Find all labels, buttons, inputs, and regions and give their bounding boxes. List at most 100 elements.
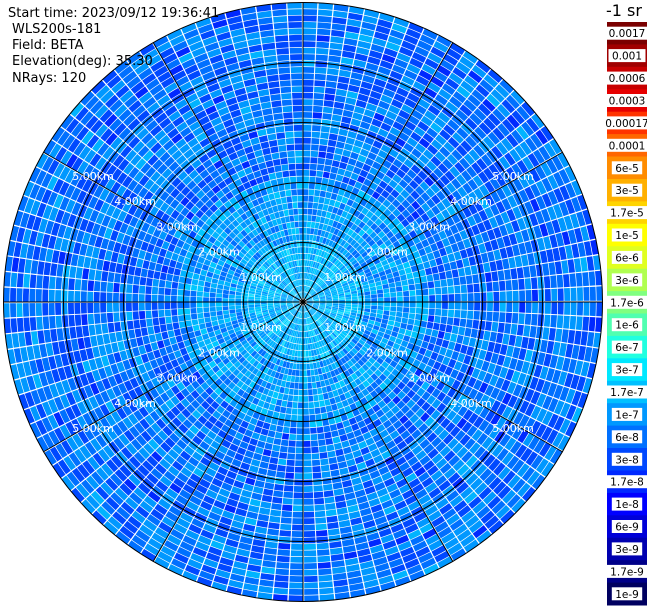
field-cell <box>81 314 88 326</box>
field-cell <box>382 226 391 235</box>
field-cell <box>308 389 313 396</box>
field-cell <box>74 302 81 314</box>
field-cell <box>37 261 45 275</box>
field-cell <box>319 304 326 307</box>
field-cell <box>261 566 275 575</box>
field-cell <box>462 182 473 194</box>
field-cell <box>386 231 394 239</box>
field-cell <box>360 356 368 364</box>
field-cell <box>456 240 466 251</box>
field-cell <box>388 148 399 158</box>
field-cell <box>501 137 514 152</box>
field-cell <box>317 22 332 30</box>
field-cell <box>329 273 336 280</box>
field-cell <box>453 277 460 286</box>
field-cell <box>457 405 468 417</box>
field-cell <box>420 115 433 127</box>
field-cell <box>416 387 426 397</box>
field-cell <box>324 321 330 327</box>
field-cell <box>465 515 480 528</box>
field-cell <box>495 259 504 271</box>
field-cell <box>402 174 413 184</box>
field-cell <box>460 344 468 355</box>
field-cell <box>334 328 341 335</box>
field-cell <box>329 285 336 290</box>
field-cell <box>70 254 79 267</box>
field-cell <box>442 485 455 497</box>
field-cell <box>574 330 582 345</box>
field-cell <box>529 168 541 183</box>
field-cell <box>10 272 18 287</box>
field-cell <box>332 572 347 581</box>
field-cell <box>132 311 139 320</box>
field-cell <box>398 250 406 259</box>
field-cell <box>287 395 294 402</box>
field-cell <box>368 357 376 365</box>
field-cell <box>557 152 570 168</box>
field-cell <box>222 293 229 299</box>
field-cell <box>164 288 171 296</box>
field-cell <box>165 345 174 354</box>
field-cell <box>428 510 442 522</box>
field-cell <box>365 326 373 332</box>
field-cell <box>464 491 478 504</box>
field-cell <box>306 357 310 364</box>
field-cell <box>375 185 384 195</box>
field-cell <box>328 284 335 289</box>
field-cell <box>388 179 398 189</box>
field-cell <box>303 357 307 364</box>
field-cell <box>396 87 409 98</box>
field-cell <box>339 277 346 283</box>
field-cell <box>426 432 438 443</box>
field-cell <box>338 323 345 329</box>
field-cell <box>128 265 136 276</box>
field-cell <box>434 475 447 487</box>
field-cell <box>567 229 577 244</box>
field-cell <box>303 163 310 170</box>
field-cell <box>364 302 371 306</box>
field-cell <box>473 311 480 320</box>
field-cell <box>337 311 344 315</box>
field-cell <box>319 138 328 146</box>
field-cell <box>460 122 473 135</box>
field-cell <box>422 288 429 296</box>
field-cell <box>350 118 361 127</box>
field-cell <box>342 218 350 226</box>
field-cell <box>217 284 224 290</box>
field-cell <box>540 162 552 177</box>
field-cell <box>429 336 437 345</box>
field-cell <box>489 261 497 272</box>
field-cell <box>222 306 229 311</box>
field-cell <box>344 345 351 353</box>
field-cell <box>156 255 165 265</box>
field-cell <box>382 199 391 208</box>
field-cell <box>395 316 402 323</box>
field-cell <box>311 215 317 222</box>
field-cell <box>322 286 329 291</box>
field-cell <box>332 220 339 228</box>
field-cell <box>471 224 481 236</box>
field-cell <box>331 114 342 122</box>
field-cell <box>303 47 316 54</box>
field-cell <box>521 336 529 349</box>
field-cell <box>382 175 392 184</box>
field-cell <box>347 12 363 21</box>
field-cell <box>401 317 408 324</box>
field-cell <box>396 440 408 451</box>
field-cell <box>291 543 303 550</box>
field-cell <box>516 324 524 336</box>
field-cell <box>333 320 340 325</box>
field-cell <box>330 36 344 44</box>
field-cell <box>401 209 411 219</box>
field-cell <box>269 515 281 523</box>
field-cell <box>306 302 313 304</box>
field-cell <box>314 313 319 319</box>
field-cell <box>403 34 419 46</box>
field-cell <box>164 295 171 302</box>
field-cell <box>31 331 39 345</box>
field-cell <box>453 232 463 243</box>
field-cell <box>303 344 306 351</box>
field-cell <box>351 327 358 333</box>
field-cell <box>366 219 374 227</box>
field-cell <box>426 384 436 395</box>
